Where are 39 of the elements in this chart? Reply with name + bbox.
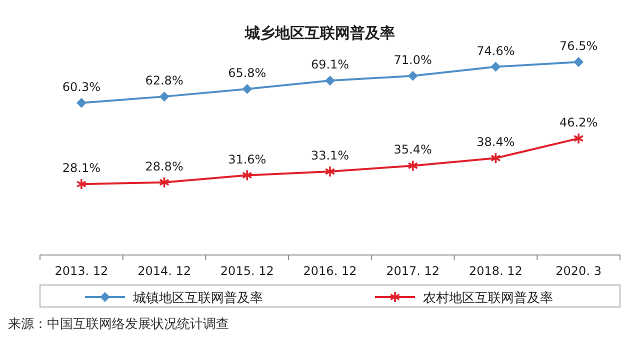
x-tick-label: 2015. 12 [220, 264, 274, 278]
x-tick-label: 2017. 12 [386, 264, 440, 278]
data-label: 71.0% [394, 52, 432, 67]
point [242, 169, 252, 182]
data-label: 28.8% [145, 159, 184, 174]
data-label: 31.6% [228, 152, 266, 166]
data-label: 76.5% [560, 39, 598, 53]
point [490, 62, 501, 72]
legend-label: 农村地区互联网普及率 [423, 290, 553, 306]
point [325, 76, 335, 86]
point [159, 92, 170, 102]
legend-label: 城镇地区互联网普及率 [132, 290, 263, 306]
point [242, 84, 252, 94]
point [408, 70, 418, 81]
data-label: 46.2% [560, 115, 598, 130]
data-label: 65.8% [228, 66, 266, 80]
x-tick-label: 2020. 3 [556, 264, 602, 278]
point [76, 178, 87, 190]
data-label: 28.1% [62, 161, 100, 176]
x-tick-label: 2014. 12 [138, 264, 192, 278]
point [574, 57, 584, 67]
chart-title: 城乡地区互联网普及率 [244, 24, 395, 42]
data-label: 62.8% [145, 74, 184, 88]
data-label: 74.6% [476, 44, 515, 58]
point [76, 98, 86, 108]
point [573, 132, 584, 144]
x-tick-label: 2016. 12 [303, 264, 357, 278]
point [490, 152, 501, 164]
data-label: 69.1% [310, 58, 350, 72]
point [159, 176, 170, 188]
x-tick-label: 2013. 12 [54, 264, 108, 278]
data-label: 33.1% [310, 148, 350, 162]
x-tick-label: 2018. 12 [468, 264, 522, 278]
source-note: 来源：中国互联网络发展状况统计调查 [8, 317, 229, 332]
data-label: 35.4% [394, 142, 432, 157]
data-label: 38.4% [476, 135, 515, 150]
data-label: 60.3% [62, 80, 100, 94]
point [324, 166, 336, 178]
point [408, 160, 418, 172]
